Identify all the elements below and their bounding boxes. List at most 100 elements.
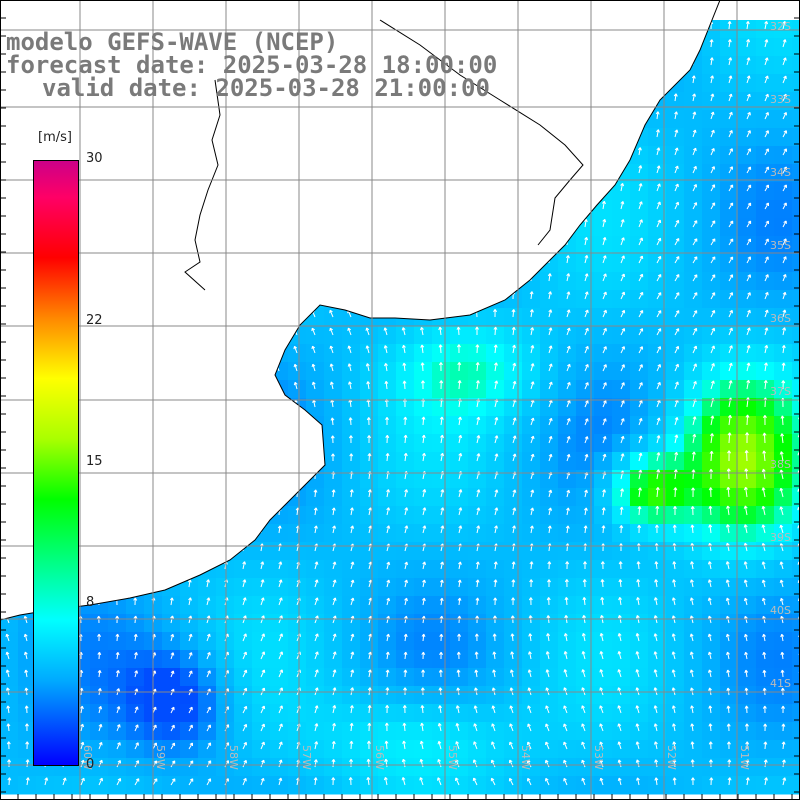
wind-cell <box>612 290 631 309</box>
wind-arrow <box>384 740 389 750</box>
wind-cell <box>414 524 433 543</box>
wind-arrow <box>98 759 103 768</box>
wind-arrow <box>457 380 462 390</box>
wind-cell <box>648 452 667 471</box>
wind-cell <box>396 452 415 471</box>
wind-cell <box>702 254 721 273</box>
wind-arrow <box>79 705 84 714</box>
wind-arrow <box>530 525 534 534</box>
wind-arrow <box>710 256 716 264</box>
wind-cell <box>0 704 19 723</box>
wind-arrow <box>710 309 716 318</box>
wind-arrow <box>116 759 121 768</box>
wind-arrow <box>710 363 715 372</box>
wind-arrow <box>548 417 553 426</box>
wind-cell <box>324 686 343 705</box>
wind-cell <box>522 776 541 795</box>
wind-cell <box>270 686 289 705</box>
wind-cell <box>468 776 487 795</box>
wind-arrow <box>548 453 553 462</box>
wind-arrow <box>656 310 662 318</box>
wind-arrow <box>206 597 211 606</box>
wind-cell <box>720 272 739 291</box>
wind-arrow <box>403 687 408 696</box>
wind-cell <box>612 560 631 579</box>
wind-cell <box>792 56 800 75</box>
wind-cell <box>18 668 37 687</box>
wind-cell <box>378 542 397 561</box>
wind-cell <box>522 362 541 381</box>
wind-cell <box>198 740 217 759</box>
wind-arrow <box>638 237 644 246</box>
wind-arrow <box>617 633 622 642</box>
wind-cell <box>396 686 415 705</box>
wind-cell <box>216 650 235 669</box>
wind-arrow <box>563 777 568 786</box>
wind-arrow <box>764 130 769 138</box>
wind-arrow <box>728 93 733 102</box>
wind-cell <box>306 488 325 507</box>
wind-cell <box>792 542 800 561</box>
wind-cell <box>432 470 451 489</box>
wind-arrow <box>546 597 551 606</box>
wind-arrow <box>116 777 122 786</box>
latitude-label: 36S <box>770 312 791 325</box>
wind-cell <box>198 632 217 651</box>
wind-arrow <box>709 450 714 462</box>
wind-cell <box>432 686 451 705</box>
wind-arrow <box>656 381 661 390</box>
wind-cell <box>468 398 487 417</box>
wind-cell <box>432 344 451 363</box>
wind-cell <box>594 632 613 651</box>
wind-arrow <box>726 741 731 750</box>
wind-cell <box>342 632 361 651</box>
latitude-label: 37S <box>770 385 791 398</box>
wind-cell <box>630 398 649 417</box>
wind-arrow <box>782 57 787 66</box>
wind-arrow <box>548 309 553 318</box>
wind-cell <box>162 632 181 651</box>
wind-cell <box>234 668 253 687</box>
wind-cell <box>540 758 559 777</box>
wind-cell <box>648 290 667 309</box>
wind-arrow <box>331 777 336 786</box>
wind-arrow <box>744 669 749 678</box>
wind-cell <box>648 506 667 525</box>
wind-cell <box>324 542 343 561</box>
wind-cell <box>684 470 703 489</box>
wind-arrow <box>419 758 424 768</box>
wind-cell <box>738 596 757 615</box>
wind-cell <box>324 560 343 579</box>
wind-cell <box>234 776 253 795</box>
wind-cell <box>576 362 595 381</box>
wind-arrow <box>439 651 444 660</box>
wind-arrow <box>653 669 658 678</box>
wind-cell <box>684 416 703 435</box>
wind-cell <box>522 308 541 327</box>
wind-cell <box>792 182 800 201</box>
wind-cell <box>126 596 145 615</box>
wind-arrow <box>692 129 697 138</box>
wind-cell <box>522 524 541 543</box>
wind-arrow <box>745 777 750 786</box>
wind-arrow <box>636 597 640 606</box>
wind-arrow <box>493 597 498 606</box>
wind-cell <box>378 614 397 633</box>
wind-cell <box>756 398 775 417</box>
wind-cell <box>108 722 127 741</box>
wind-cell <box>702 290 721 309</box>
wind-arrow <box>780 633 785 642</box>
wind-arrow <box>565 561 570 570</box>
wind-arrow <box>530 435 535 444</box>
wind-cell <box>612 398 631 417</box>
wind-arrow <box>726 705 731 714</box>
wind-cell <box>486 326 505 345</box>
wind-arrow <box>672 524 677 534</box>
wind-cell <box>360 578 379 597</box>
wind-cell <box>198 722 217 741</box>
wind-cell <box>558 452 577 471</box>
wind-arrow <box>708 705 713 714</box>
wind-arrow <box>242 633 247 642</box>
wind-cell <box>666 308 685 327</box>
wind-cell <box>288 344 307 363</box>
